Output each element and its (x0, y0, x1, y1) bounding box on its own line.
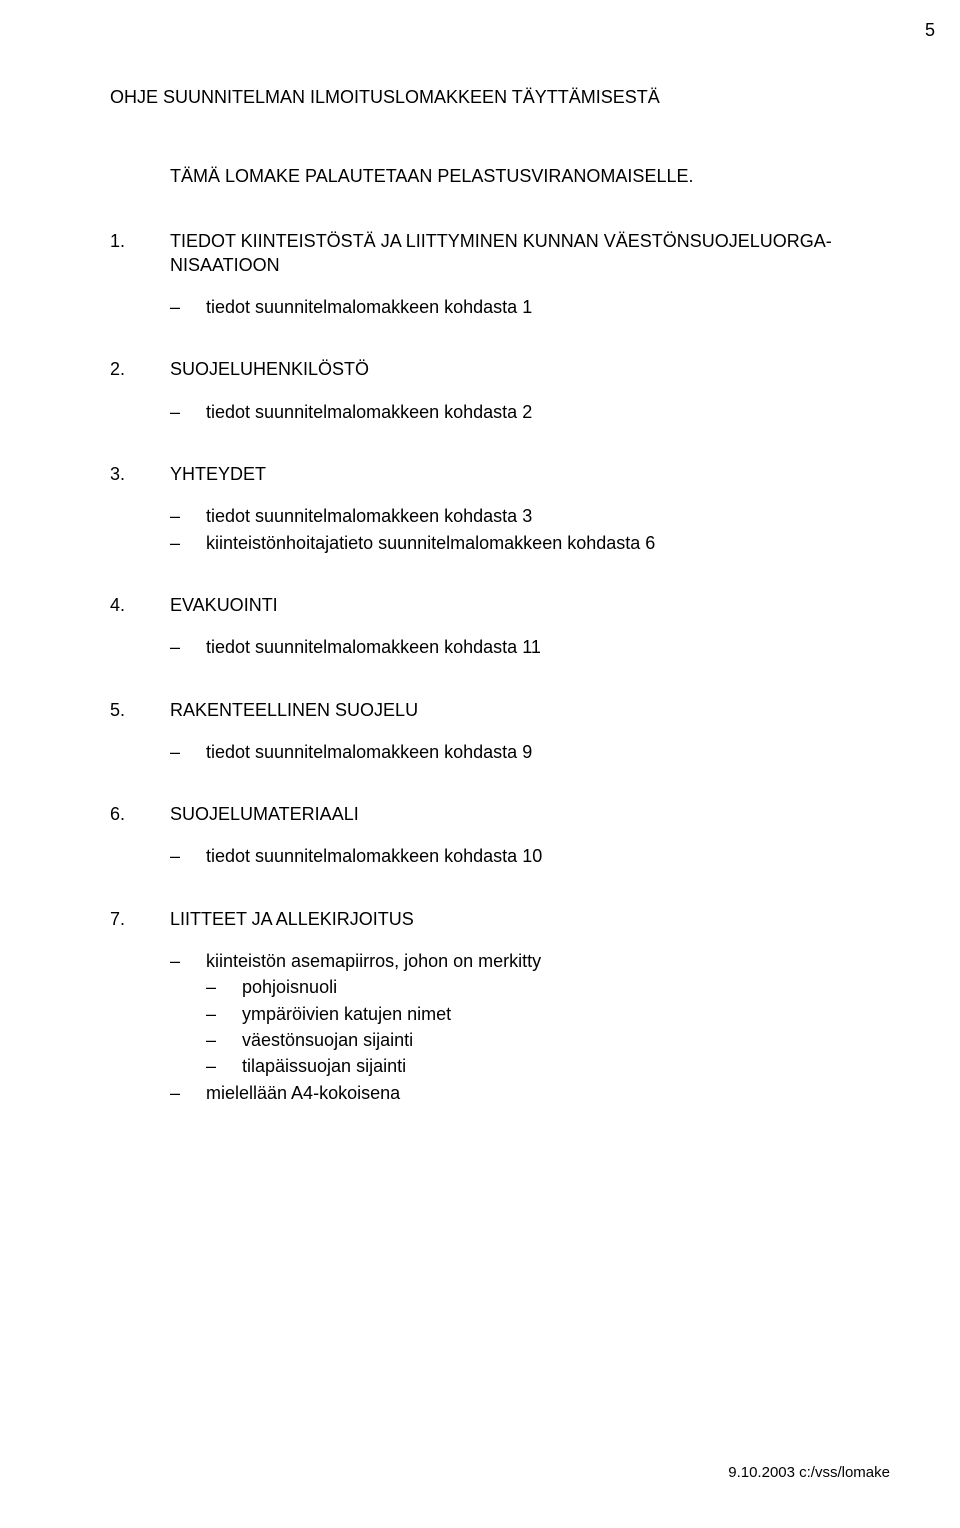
section-heading: 3.YHTEYDET (110, 462, 850, 486)
bullet-text: kiinteistönhoitajatieto suunnitelmalomak… (206, 531, 850, 555)
bullet-text: tiedot suunnitelmalomakkeen kohdasta 9 (206, 740, 850, 764)
section-heading: 7.LIITTEET JA ALLEKIRJOITUS (110, 907, 850, 931)
section-heading: 6.SUOJELUMATERIAALI (110, 802, 850, 826)
dash-icon: – (170, 635, 206, 659)
bullet-text: tiedot suunnitelmalomakkeen kohdasta 1 (206, 295, 850, 319)
bullet-list: –tiedot suunnitelmalomakkeen kohdasta 9 (170, 740, 850, 764)
section-heading: 5.RAKENTEELLINEN SUOJELU (110, 698, 850, 722)
section: 5.RAKENTEELLINEN SUOJELU –tiedot suunnite… (110, 698, 850, 765)
list-item: –pohjoisnuoli (206, 975, 850, 999)
dash-icon: – (170, 295, 206, 319)
dash-icon: – (206, 1054, 242, 1078)
section-number: 4. (110, 593, 170, 617)
bullet-text: tiedot suunnitelmalomakkeen kohdasta 3 (206, 504, 850, 528)
section-title: TIEDOT KIINTEISTÖSTÄ JA LIITTYMINEN KUNN… (170, 229, 850, 278)
bullet-text: tilapäissuojan sijainti (242, 1054, 850, 1078)
dash-icon: – (170, 400, 206, 424)
list-item: –kiinteistön asemapiirros, johon on merk… (170, 949, 850, 973)
section: 3.YHTEYDET –tiedot suunnitelmalomakkeen k… (110, 462, 850, 555)
bullet-text: mielellään A4-kokoisena (206, 1081, 850, 1105)
list-item: –mielellään A4-kokoisena (170, 1081, 850, 1105)
bullet-text: tiedot suunnitelmalomakkeen kohdasta 11 (206, 635, 850, 659)
document-title: OHJE SUUNNITELMAN ILMOITUSLOMAKKEEN TÄYT… (110, 85, 850, 109)
dash-icon: – (170, 531, 206, 555)
footer-text: 9.10.2003 c:/vss/lomake (728, 1463, 890, 1483)
list-item: –tiedot suunnitelmalomakkeen kohdasta 10 (170, 844, 850, 868)
list-item: –ympäröivien katujen nimet (206, 1002, 850, 1026)
list-item: –tilapäissuojan sijainti (206, 1054, 850, 1078)
dash-icon: – (206, 975, 242, 999)
section-number: 2. (110, 357, 170, 381)
section: 1.TIEDOT KIINTEISTÖSTÄ JA LIITTYMINEN KU… (110, 229, 850, 320)
section: 6.SUOJELUMATERIAALI –tiedot suunnitelmalo… (110, 802, 850, 869)
dash-icon: – (170, 740, 206, 764)
page-number: 5 (925, 18, 935, 42)
bullet-list: –tiedot suunnitelmalomakkeen kohdasta 10 (170, 844, 850, 868)
sections-container: 1.TIEDOT KIINTEISTÖSTÄ JA LIITTYMINEN KU… (110, 229, 850, 1105)
section-title: RAKENTEELLINEN SUOJELU (170, 698, 850, 722)
section: 2.SUOJELUHENKILÖSTÖ –tiedot suunnitelmalo… (110, 357, 850, 424)
section-number: 3. (110, 462, 170, 486)
section: 4.EVAKUOINTI –tiedot suunnitelmalomakkeen… (110, 593, 850, 660)
list-item: –kiinteistönhoitajatieto suunnitelmaloma… (170, 531, 850, 555)
section-title: EVAKUOINTI (170, 593, 850, 617)
bullet-list: –tiedot suunnitelmalomakkeen kohdasta 1 (170, 295, 850, 319)
section: 7.LIITTEET JA ALLEKIRJOITUS–kiinteistön … (110, 907, 850, 1105)
section-number: 5. (110, 698, 170, 722)
dash-icon: – (206, 1028, 242, 1052)
list-item: –väestönsuojan sijainti (206, 1028, 850, 1052)
document-page: 5 OHJE SUUNNITELMAN ILMOITUSLOMAKKEEN TÄ… (0, 0, 960, 1528)
sub-bullet-list: –pohjoisnuoli–ympäröivien katujen nimet–… (206, 975, 850, 1078)
bullet-text: kiinteistön asemapiirros, johon on merki… (206, 949, 850, 973)
list-item: –tiedot suunnitelmalomakkeen kohdasta 2 (170, 400, 850, 424)
bullet-list: –tiedot suunnitelmalomakkeen kohdasta 11 (170, 635, 850, 659)
dash-icon: – (170, 949, 206, 973)
section-title: SUOJELUHENKILÖSTÖ (170, 357, 850, 381)
bullet-text: pohjoisnuoli (242, 975, 850, 999)
dash-icon: – (170, 1081, 206, 1105)
list-item: –tiedot suunnitelmalomakkeen kohdasta 3 (170, 504, 850, 528)
section-number: 6. (110, 802, 170, 826)
section-title: LIITTEET JA ALLEKIRJOITUS (170, 907, 850, 931)
section-title: YHTEYDET (170, 462, 850, 486)
list-item: –tiedot suunnitelmalomakkeen kohdasta 11 (170, 635, 850, 659)
bullet-text: ympäröivien katujen nimet (242, 1002, 850, 1026)
intro-text: TÄMÄ LOMAKE PALAUTETAAN PELASTUSVIRANOMA… (170, 164, 850, 188)
section-heading: 2.SUOJELUHENKILÖSTÖ (110, 357, 850, 381)
bullet-list: –kiinteistön asemapiirros, johon on merk… (170, 949, 850, 1105)
bullet-list: –tiedot suunnitelmalomakkeen kohdasta 3–… (170, 504, 850, 555)
section-title: SUOJELUMATERIAALI (170, 802, 850, 826)
section-number: 7. (110, 907, 170, 931)
dash-icon: – (206, 1002, 242, 1026)
bullet-text: tiedot suunnitelmalomakkeen kohdasta 10 (206, 844, 850, 868)
bullet-list: –tiedot suunnitelmalomakkeen kohdasta 2 (170, 400, 850, 424)
bullet-text: tiedot suunnitelmalomakkeen kohdasta 2 (206, 400, 850, 424)
section-heading: 4.EVAKUOINTI (110, 593, 850, 617)
dash-icon: – (170, 844, 206, 868)
dash-icon: – (170, 504, 206, 528)
bullet-text: väestönsuojan sijainti (242, 1028, 850, 1052)
section-number: 1. (110, 229, 170, 278)
list-item: –tiedot suunnitelmalomakkeen kohdasta 1 (170, 295, 850, 319)
section-heading: 1.TIEDOT KIINTEISTÖSTÄ JA LIITTYMINEN KU… (110, 229, 850, 278)
list-item: –tiedot suunnitelmalomakkeen kohdasta 9 (170, 740, 850, 764)
